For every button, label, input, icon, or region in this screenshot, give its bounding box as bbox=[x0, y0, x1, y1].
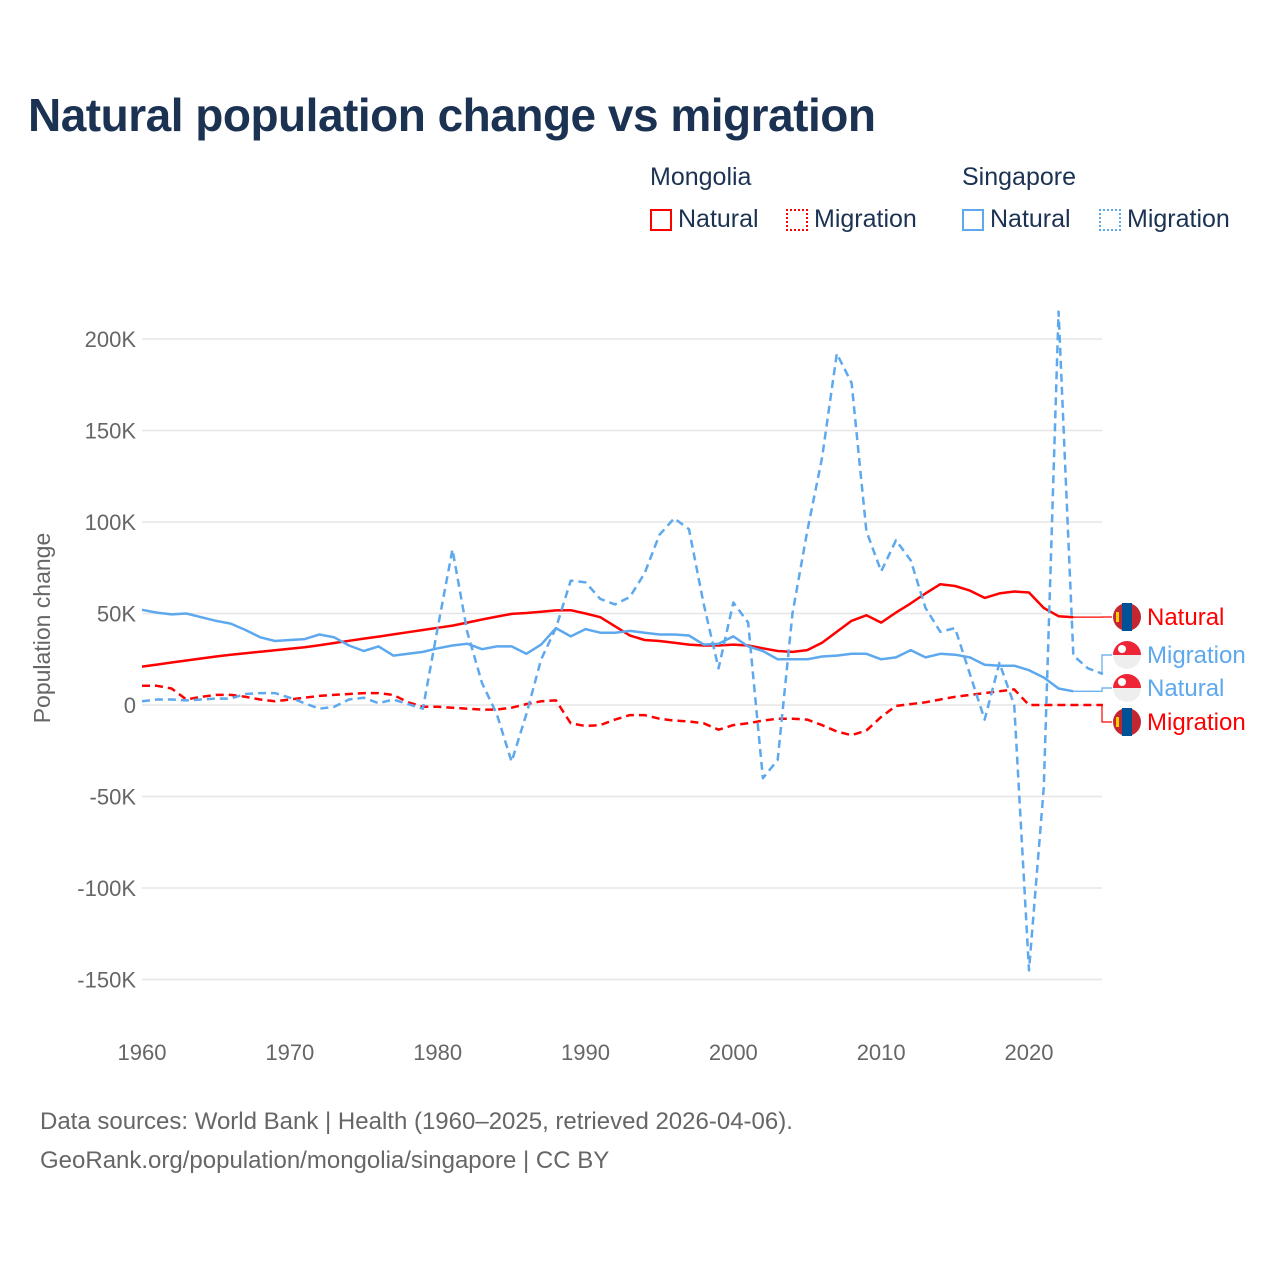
leader-line bbox=[1101, 704, 1112, 723]
flag-part bbox=[1118, 678, 1126, 686]
legend-group-singapore: Singapore bbox=[962, 163, 1076, 191]
x-tick-label: 1980 bbox=[413, 1040, 462, 1065]
series-line-mongolia-migration bbox=[142, 684, 1103, 737]
legend-swatch bbox=[786, 208, 808, 231]
legend-swatch bbox=[1099, 208, 1121, 231]
flag-part bbox=[1122, 708, 1132, 736]
end-label: Natural bbox=[1147, 675, 1224, 702]
legend-mongolia-migration[interactable]: Migration bbox=[786, 205, 917, 234]
legend-label: Migration bbox=[1127, 205, 1230, 233]
flag-part bbox=[1122, 603, 1132, 631]
x-tick-label: 1990 bbox=[561, 1040, 610, 1065]
y-tick-label: 50K bbox=[97, 602, 136, 627]
y-tick-label: 150K bbox=[85, 419, 137, 444]
legend-swatch bbox=[650, 208, 672, 231]
x-tick-label: 2010 bbox=[857, 1040, 906, 1065]
series-line-singapore-natural bbox=[141, 608, 1074, 693]
y-tick-label: 0 bbox=[124, 693, 136, 718]
legend-label: Natural bbox=[678, 205, 759, 233]
y-tick-label: 100K bbox=[85, 510, 137, 535]
flag-icon-singapore bbox=[1113, 641, 1141, 669]
y-tick-label: -150K bbox=[77, 968, 136, 993]
legend-group-mongolia: Mongolia bbox=[650, 163, 752, 191]
flag-part bbox=[1116, 717, 1119, 727]
leader-line bbox=[1073, 687, 1112, 692]
x-tick-label: 1970 bbox=[265, 1040, 314, 1065]
leader-line bbox=[1101, 654, 1112, 675]
y-axis-label: Population change bbox=[29, 533, 55, 724]
y-tick-label: -50K bbox=[90, 785, 137, 810]
x-tick-label: 2000 bbox=[709, 1040, 758, 1065]
legend-mongolia-natural[interactable]: Natural bbox=[650, 205, 759, 234]
chart-title: Natural population change vs migration bbox=[28, 89, 876, 141]
legend-label: Natural bbox=[990, 205, 1071, 233]
flag-part bbox=[1113, 641, 1141, 655]
flag-icon-singapore bbox=[1113, 674, 1141, 702]
legend-singapore-migration[interactable]: Migration bbox=[1099, 205, 1230, 234]
legend-singapore-natural[interactable]: Natural bbox=[962, 205, 1071, 234]
series-line-singapore-migration bbox=[141, 310, 1104, 972]
end-label: Natural bbox=[1147, 604, 1224, 631]
x-tick-label: 2020 bbox=[1005, 1040, 1054, 1065]
y-tick-label: 200K bbox=[85, 327, 137, 352]
x-tick-label: 1960 bbox=[118, 1040, 167, 1065]
flag-part bbox=[1118, 645, 1126, 653]
flag-icon-mongolia bbox=[1113, 708, 1141, 736]
source-line-1: Data sources: World Bank | Health (1960–… bbox=[40, 1108, 793, 1135]
series-line-mongolia-natural bbox=[141, 582, 1074, 668]
source-line-2: GeoRank.org/population/mongolia/singapor… bbox=[40, 1147, 610, 1174]
y-tick-label: -100K bbox=[77, 876, 136, 901]
flag-part bbox=[1113, 674, 1141, 688]
end-label: Migration bbox=[1147, 642, 1246, 669]
end-label: Migration bbox=[1147, 709, 1246, 736]
flag-part bbox=[1116, 612, 1119, 622]
legend-swatch bbox=[962, 208, 984, 231]
flag-icon-mongolia bbox=[1113, 603, 1141, 631]
legend-label: Migration bbox=[814, 205, 917, 233]
